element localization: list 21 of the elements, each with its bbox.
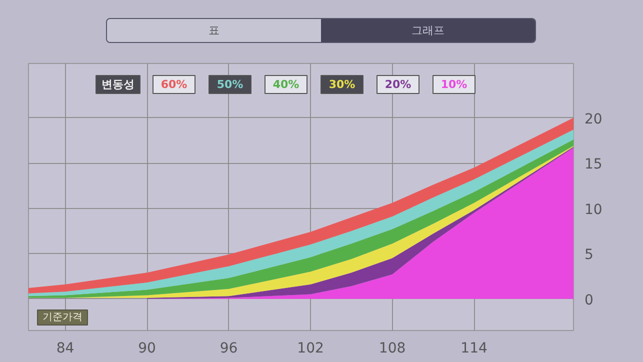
text: 30%: [328, 78, 356, 91]
y-tick-label: 15: [584, 156, 602, 173]
x-tick-label: 90: [138, 340, 156, 356]
text: 표: [107, 19, 321, 42]
x-tick-label: 102: [297, 340, 324, 356]
x-tick-label: 108: [378, 340, 406, 356]
text: 50%: [216, 78, 244, 91]
y-tick-label: 0: [584, 292, 594, 308]
x-tick-label: 84: [56, 340, 74, 356]
text: 60%: [160, 78, 188, 91]
x-axis-title: 기준가격: [42, 312, 82, 323]
y-tick-label: 5: [584, 247, 594, 264]
x-tick-label: 114: [460, 340, 488, 356]
text: 40%: [272, 78, 300, 91]
legend-title: 변동성: [102, 78, 134, 91]
y-tick-label: 10: [584, 202, 602, 218]
y-tick-label: 20: [584, 111, 602, 128]
text: 그래프: [321, 19, 535, 42]
x-tick-label: 96: [220, 340, 238, 356]
text: 20%: [384, 78, 412, 91]
text: 10%: [440, 78, 468, 91]
